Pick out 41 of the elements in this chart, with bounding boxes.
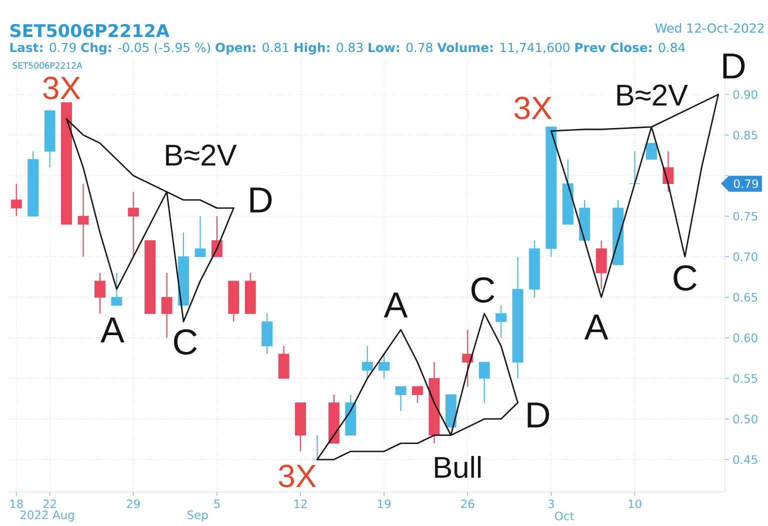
y-tick-label: 0.45 bbox=[733, 455, 758, 464]
y-tick-label: 0.55 bbox=[733, 374, 758, 383]
x-tick-label: 10 bbox=[628, 500, 642, 508]
y-tick-label: 0.90 bbox=[733, 90, 758, 99]
y-tick-label: 0.60 bbox=[733, 334, 758, 342]
text: Wed 12-Oct-2022 bbox=[655, 23, 764, 33]
text: 2022 Aug bbox=[20, 510, 74, 522]
x-tick-label: 26 bbox=[461, 500, 474, 508]
text: Sep bbox=[187, 510, 208, 522]
x-tick-label: 12 bbox=[294, 500, 307, 508]
annotation: A bbox=[584, 314, 608, 340]
annotation: A bbox=[100, 318, 124, 342]
text: 0.79 bbox=[734, 179, 758, 188]
y-tick-label: 0.65 bbox=[733, 292, 758, 302]
annotation: 3X bbox=[43, 76, 80, 100]
annotation: C bbox=[472, 277, 494, 303]
y-tick-label: 0.85 bbox=[733, 130, 758, 140]
annotation: B≈2V bbox=[617, 84, 688, 106]
x-tick-label: 22 bbox=[43, 500, 56, 508]
x-tick-label: 19 bbox=[378, 500, 391, 508]
annotation: B≈2V bbox=[166, 144, 237, 166]
annotation: C bbox=[174, 329, 197, 355]
text: Oct bbox=[555, 512, 574, 520]
annotation: SET5006P2212A bbox=[12, 62, 82, 69]
annotation: D bbox=[528, 402, 550, 428]
x-tick-label: 18 bbox=[10, 500, 23, 508]
y-tick-label: 0.70 bbox=[733, 252, 758, 262]
annotation: 3X bbox=[278, 464, 316, 488]
text: Last: 0.79 Chg: -0.05 (-5.95 %) Open: 0.81 High: 0.83 Low: 0.78 Volume: 11,741,600 Prev Close: 0.84 bbox=[10, 42, 685, 55]
annotation: A bbox=[384, 292, 408, 318]
chart-title: SET5006P2212A bbox=[10, 24, 170, 38]
y-tick-label: 0.75 bbox=[733, 212, 758, 221]
x-tick-label: 3 bbox=[548, 500, 554, 508]
annotation: D bbox=[250, 188, 272, 212]
x-tick-label: 29 bbox=[126, 500, 140, 508]
annotation: C bbox=[674, 265, 697, 291]
x-tick-label: 5 bbox=[214, 500, 220, 508]
annotation: 3X bbox=[514, 96, 552, 120]
y-tick-label: 0.50 bbox=[733, 414, 758, 424]
annotation: Bull bbox=[435, 456, 481, 478]
annotation: D bbox=[723, 54, 745, 78]
